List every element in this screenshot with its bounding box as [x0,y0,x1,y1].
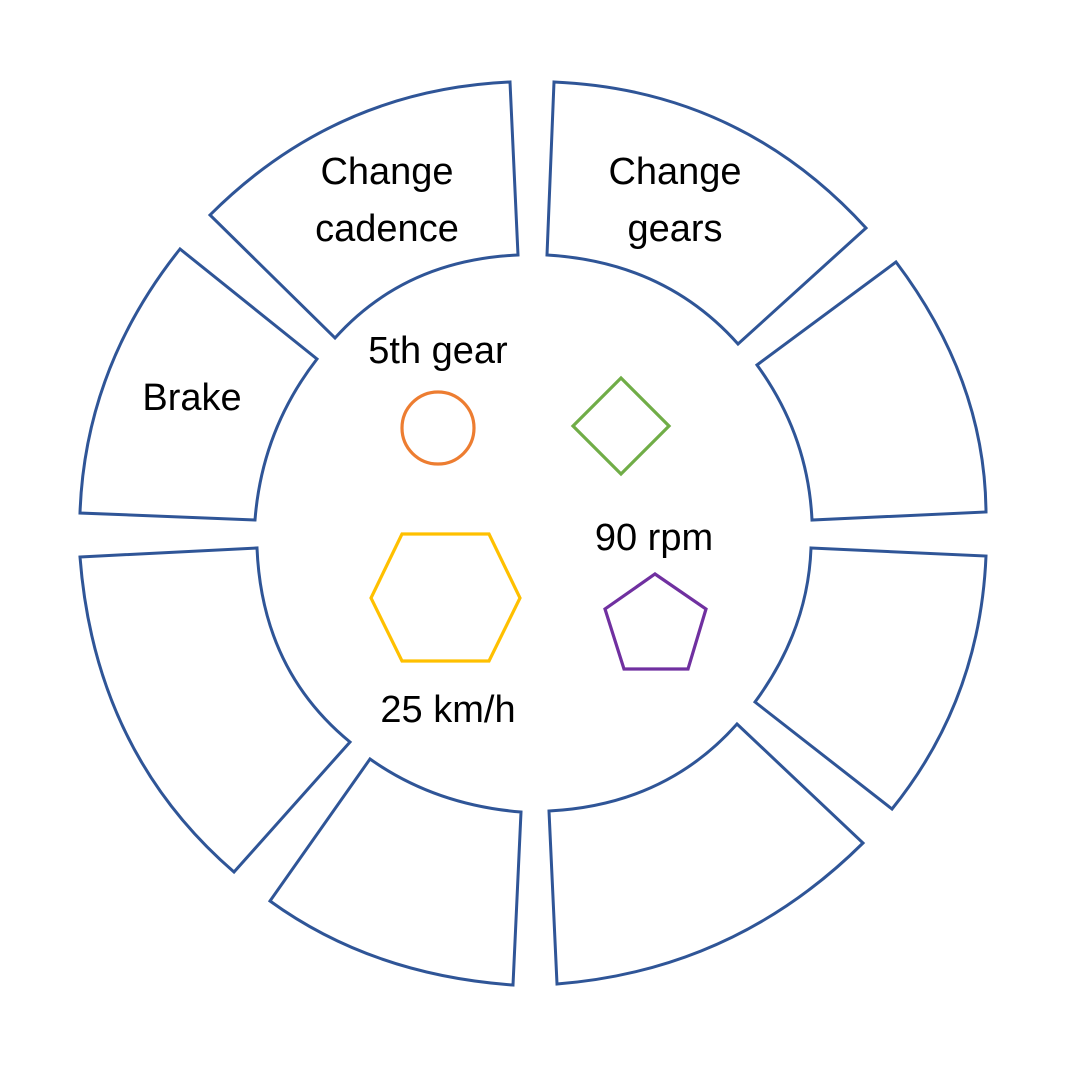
speed-readout-label: 25 km/h [380,689,515,731]
diamond-icon [570,375,672,477]
segment-change-cadence-outline[interactable] [207,80,520,341]
segment-empty-right-upper-outline[interactable] [754,259,988,522]
segment-brake[interactable]: Brake [78,246,320,522]
segment-change-gears-line1: Change [608,151,741,193]
pentagon-icon [603,572,708,671]
segment-change-cadence-line2: cadence [315,208,459,250]
segment-change-gears[interactable]: Change gears [545,80,869,347]
segment-change-cadence[interactable]: Change cadence [207,80,520,341]
cadence-readout-label: 90 rpm [595,517,713,559]
hexagon-icon [369,532,522,663]
segment-change-gears-line2: gears [627,208,722,250]
segment-empty-bottom-right[interactable] [547,721,866,986]
segment-empty-bottom-left[interactable] [267,756,523,987]
segment-brake-line1: Brake [142,377,241,419]
segment-empty-bottom-left-outline[interactable] [267,756,523,987]
segment-empty-right-lower-outline[interactable] [752,546,988,812]
segment-empty-right-lower[interactable] [752,546,988,812]
gear-readout-label: 5th gear [368,330,508,372]
segment-brake-outline[interactable] [78,246,320,522]
circle-icon [400,390,476,466]
segment-empty-bottom-right-outline[interactable] [547,721,866,986]
segment-empty-left-lower[interactable] [78,546,353,875]
segment-empty-right-upper[interactable] [754,259,988,522]
segment-change-cadence-line1: Change [320,151,453,193]
segment-change-gears-outline[interactable] [545,80,869,347]
segment-empty-left-lower-outline[interactable] [78,546,353,875]
